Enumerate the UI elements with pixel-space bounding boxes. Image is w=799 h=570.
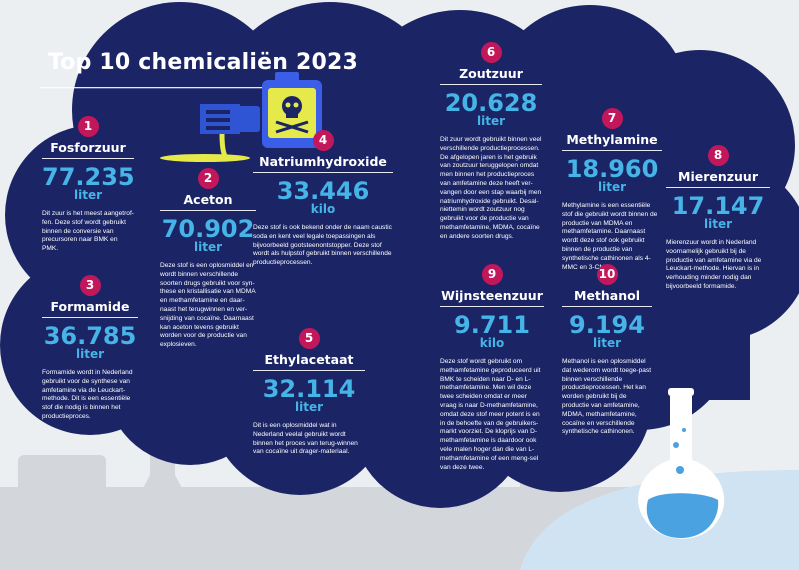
chemical-amount: 32.114 (262, 375, 356, 403)
chemical-card-10: 10 Methanol 9.194 liter Methanol is een … (562, 264, 652, 437)
skull-icon (275, 96, 309, 134)
chemical-name: Mierenzuur (678, 169, 758, 184)
chemical-description: Deze stof wordt gebruikt om methamfetami… (440, 358, 541, 471)
rank-badge: 9 (481, 264, 503, 285)
divider (160, 210, 256, 211)
divider (666, 187, 770, 188)
chemical-unit: kilo (479, 336, 505, 350)
chemical-amount: 9.711 (454, 311, 530, 339)
chemical-name: Formamide (50, 299, 130, 314)
divider (253, 172, 393, 173)
chemical-description: Mierenzuur wordt in Nederland voornameli… (666, 239, 762, 290)
chemical-amount: 18.960 (565, 155, 659, 183)
chemical-unit: liter (193, 240, 223, 254)
rank-badge: 2 (197, 168, 219, 189)
chemical-description: Dit zuur wordt gebruikt binnen veel vers… (440, 136, 542, 240)
chemical-description: Methanol is een oplosmiddel dat wederom … (562, 358, 652, 436)
chemical-description: Dit zuur is het meest aangetrof-fen. Dez… (42, 210, 134, 253)
chemical-unit: kilo (310, 202, 336, 216)
chemical-unit: liter (592, 336, 622, 350)
rank-badge: 5 (298, 328, 320, 349)
chemical-name: Aceton (183, 192, 233, 207)
rank-badge: 6 (480, 42, 502, 63)
chemical-name: Zoutzuur (459, 66, 523, 81)
chemical-amount: 17.147 (671, 192, 765, 220)
chemical-card-9: 9 Wijnsteenzuur 9.711 kilo Deze stof wor… (440, 264, 544, 472)
rank-badge: 4 (312, 130, 334, 151)
chemical-card-5: 5 Ethylacetaat 32.114 liter Dit is een o… (253, 328, 365, 457)
chemical-card-4: 4 Natriumhydroxide 33.446 kilo Deze stof… (253, 130, 393, 268)
chemical-description: Deze stof is ook bekend onder de naam ca… (253, 224, 392, 267)
chemical-name: Natriumhydroxide (259, 154, 387, 169)
page-title: Top 10 chemicaliën 2023 (48, 50, 359, 75)
rank-badge: 10 (596, 264, 618, 285)
chemical-name: Methanol (574, 288, 640, 303)
divider (253, 370, 365, 371)
chemical-amount: 36.785 (43, 322, 137, 350)
chemical-amount: 77.235 (42, 163, 135, 191)
chemical-description: Methylamine is een essentiële stof die g… (562, 202, 658, 271)
chemical-amount: 33.446 (276, 177, 370, 205)
divider (42, 317, 138, 318)
divider (42, 158, 134, 159)
chemical-unit: liter (703, 217, 733, 231)
chemical-unit: liter (476, 114, 506, 128)
chemical-unit: liter (294, 400, 324, 414)
divider (440, 84, 542, 85)
chemical-name: Wijnsteenzuur (441, 288, 543, 303)
chemical-card-1: 1 Fosforzuur 77.235 liter Dit zuur is he… (42, 116, 135, 254)
chemical-unit: liter (597, 180, 627, 194)
chemical-card-7: 7 Methylamine 18.960 liter Methylamine i… (562, 108, 662, 272)
chemical-description: Deze stof is een oplosmiddel en wordt bi… (160, 262, 256, 349)
rank-badge: 3 (79, 275, 101, 296)
chemical-amount: 9.194 (569, 311, 645, 339)
rank-badge: 8 (707, 145, 729, 166)
chemical-description: Formamide wordt in Nederland gebruikt vo… (42, 369, 133, 420)
chemical-amount: 20.628 (444, 89, 538, 117)
rank-badge: 7 (601, 108, 623, 129)
divider (562, 150, 662, 151)
chemical-card-8: 8 Mierenzuur 17.147 liter Mierenzuur wor… (666, 145, 770, 292)
chemical-card-6: 6 Zoutzuur 20.628 liter Dit zuur wordt g… (440, 42, 542, 242)
chemical-name: Methylamine (566, 132, 658, 147)
chemical-unit: liter (73, 188, 103, 202)
chemical-unit: liter (75, 347, 105, 361)
divider (562, 306, 652, 307)
chemical-amount: 70.902 (161, 215, 255, 243)
rank-badge: 1 (77, 116, 99, 137)
chemical-description: Dit is een oplosmiddel wat in Nederland … (253, 422, 358, 456)
chemical-card-3: 3 Formamide 36.785 liter Formamide wordt… (42, 275, 138, 422)
chemical-name: Ethylacetaat (264, 352, 354, 367)
chemical-name: Fosforzuur (50, 140, 126, 155)
flask-icon (638, 388, 725, 539)
chemical-card-2: 2 Aceton 70.902 liter Deze stof is een o… (160, 168, 256, 350)
divider (440, 306, 544, 307)
